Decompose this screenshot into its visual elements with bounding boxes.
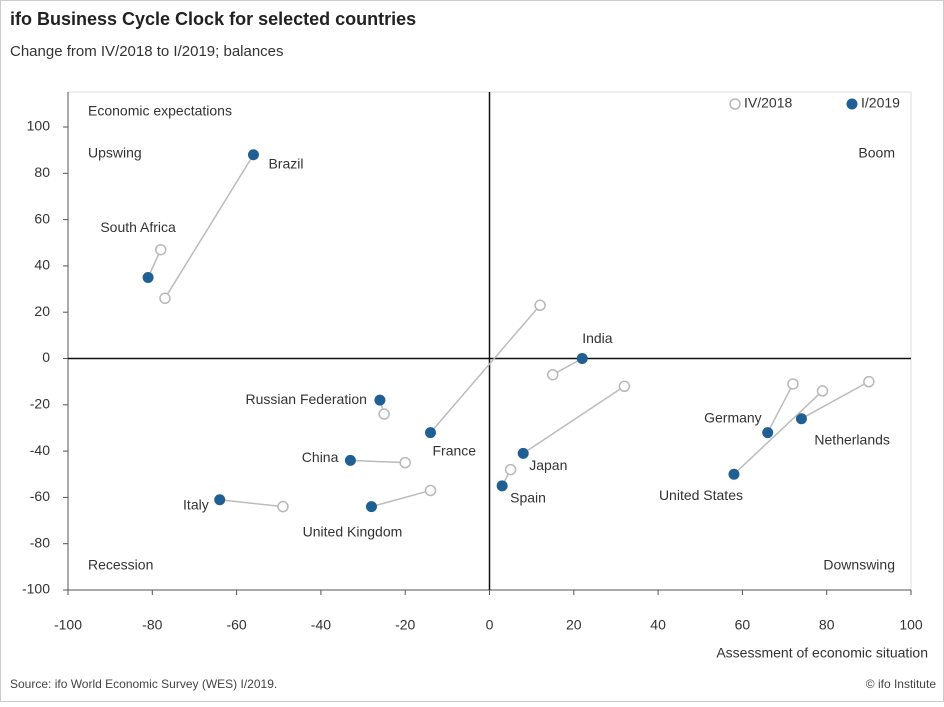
y-tick-label: 0 (42, 349, 50, 365)
point-label: China (302, 449, 339, 465)
point-label: South Africa (100, 219, 176, 235)
y-axis-label: Economic expectations (88, 103, 232, 119)
x-tick-label: 40 (650, 617, 666, 633)
connector (767, 383, 794, 433)
quadrant-label: Upswing (88, 145, 142, 161)
credit: © ifo Institute (866, 677, 937, 691)
point-filled (365, 501, 377, 513)
y-tick-label: -20 (30, 396, 50, 412)
point-filled (795, 413, 807, 425)
connector (522, 385, 625, 455)
y-tick-label: 40 (34, 257, 50, 273)
source: Source: ifo World Economic Survey (WES) … (10, 677, 277, 691)
x-axis-label: Assessment of economic situation (716, 645, 928, 661)
connector (350, 459, 406, 464)
point-label: Germany (704, 409, 762, 425)
legend-label: I/2019 (861, 95, 900, 111)
y-tick-label: -40 (30, 442, 50, 458)
point-label: United Kingdom (303, 523, 403, 539)
y-tick-label: -100 (22, 581, 50, 597)
y-tick-label: 100 (27, 118, 51, 134)
chart-subtitle: Change from IV/2018 to I/2019; balances (10, 43, 284, 60)
point-filled (344, 454, 356, 466)
point-filled (517, 447, 529, 459)
x-tick-label: -40 (311, 617, 331, 633)
point-label: Russian Federation (246, 391, 367, 407)
point-open (504, 463, 517, 476)
x-tick-label: 20 (566, 617, 582, 633)
point-filled (496, 480, 508, 492)
point-filled (728, 468, 740, 480)
point-open (787, 378, 799, 390)
x-tick-label: 0 (486, 617, 494, 633)
point-open (159, 292, 171, 305)
point-open (399, 456, 411, 469)
point-open (277, 500, 289, 513)
point-open (546, 368, 559, 381)
point-label: France (432, 442, 476, 458)
connector (801, 380, 870, 420)
legend-label: IV/2018 (744, 95, 792, 111)
x-tick-label: 60 (735, 617, 751, 633)
point-open (424, 484, 437, 497)
y-tick-label: 80 (34, 164, 50, 180)
legend-marker (729, 98, 741, 110)
y-tick-label: 20 (34, 303, 50, 319)
point-open (618, 380, 631, 393)
x-tick-label: -80 (142, 617, 162, 633)
quadrant-label: Recession (88, 557, 153, 573)
connector (429, 304, 541, 434)
connector (371, 489, 431, 508)
connector (733, 390, 823, 475)
point-filled (576, 353, 588, 364)
connector (164, 154, 255, 299)
quadrant-label: Boom (858, 145, 895, 161)
y-tick-label: -60 (30, 488, 50, 504)
quadrant-label: Downswing (823, 557, 895, 573)
x-tick-label: -20 (395, 617, 415, 633)
legend-marker (846, 98, 858, 110)
point-label: Netherlands (814, 431, 890, 447)
x-tick-label: 80 (819, 617, 835, 633)
point-open (378, 408, 390, 420)
x-tick-label: -100 (54, 617, 82, 633)
chart-title: ifo Business Cycle Clock for selected co… (10, 9, 416, 29)
point-open (154, 243, 167, 256)
point-filled (762, 427, 774, 439)
point-label: Italy (183, 496, 209, 512)
point-filled (374, 394, 386, 406)
point-open (863, 375, 875, 388)
point-filled (247, 149, 259, 161)
point-label: India (582, 330, 613, 346)
point-open (816, 385, 829, 397)
x-tick-label: -60 (226, 617, 246, 633)
point-label: Brazil (268, 155, 303, 171)
point-filled (142, 271, 154, 283)
point-label: United States (659, 487, 743, 503)
point-open (534, 299, 546, 312)
point-label: Spain (510, 490, 546, 506)
connector (219, 498, 284, 508)
point-label: Japan (529, 457, 567, 473)
point-filled (214, 494, 226, 506)
point-filled (424, 427, 436, 439)
x-tick-label: 100 (899, 617, 923, 633)
y-tick-label: -80 (30, 534, 50, 550)
y-tick-label: 60 (34, 210, 50, 226)
